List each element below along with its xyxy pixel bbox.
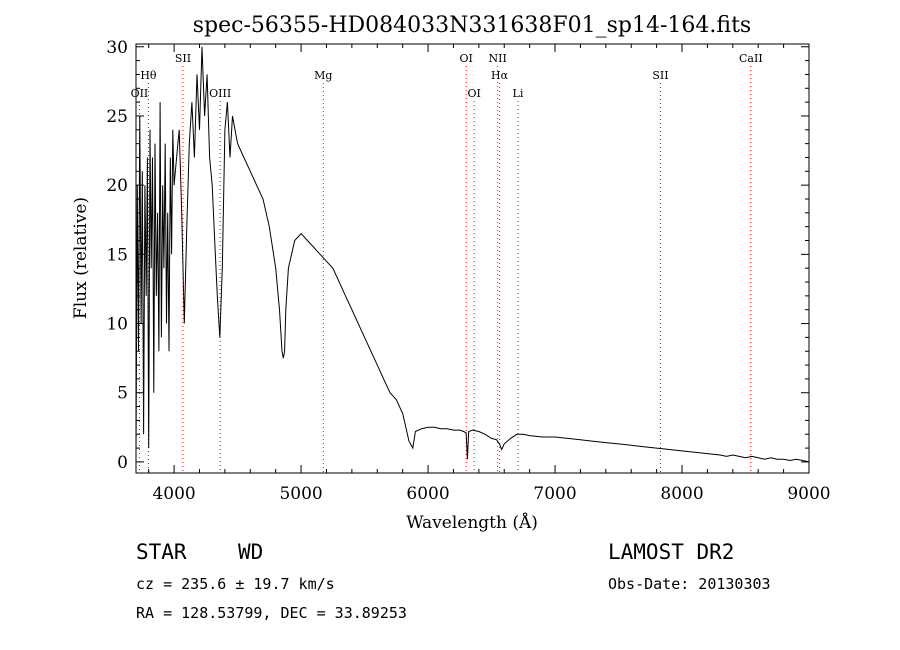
emission-line-markers: OII Hθ SII OIII Mg OI OI NII Hα Li SII CaII [131,52,763,473]
line-marker-label: OI [459,52,472,65]
coordinates: RA = 128.53799, DEC = 33.89253 [136,604,407,622]
line-marker-label: Mg [314,69,332,82]
line-marker-label: OII [131,87,149,100]
y-axis-ticks: 0 5 10 15 20 25 30 [106,38,809,473]
x-axis-ticks: 4000 5000 6000 7000 8000 9000 [148,44,831,504]
y-tick-label: 25 [106,107,128,127]
line-marker-label: SII [175,52,191,65]
line-marker-label: Hθ [140,69,157,82]
x-tick-label: 7000 [533,484,576,504]
spectrum-series [135,46,810,463]
line-marker-label: CaII [739,52,763,65]
redshift-velocity: cz = 235.6 ± 19.7 km/s [136,575,335,593]
line-marker-label: OI [467,87,480,100]
observation-date: Obs-Date: 20130303 [608,575,771,593]
y-tick-label: 0 [117,453,128,473]
y-axis-label: Flux (relative) [71,197,91,319]
x-tick-label: 4000 [152,484,195,504]
spectrum-line [135,46,810,463]
y-tick-label: 10 [106,315,128,335]
line-marker-label: Li [513,87,524,100]
line-marker-label: OIII [209,87,231,100]
x-tick-label: 9000 [787,484,830,504]
y-tick-label: 5 [117,384,128,404]
line-marker-label: Hα [491,69,509,82]
x-axis-label: Wavelength (Å) [406,512,538,533]
x-tick-label: 5000 [279,484,322,504]
line-marker-label: SII [652,69,668,82]
x-tick-label: 8000 [660,484,703,504]
object-subclass: WD [238,540,264,564]
plot-frame [135,43,810,474]
y-tick-label: 30 [106,38,128,58]
object-class: STAR [136,540,187,564]
y-tick-label: 20 [106,176,128,196]
line-marker-label: NII [488,52,506,65]
chart-title: spec-56355-HD084033N331638F01_sp14-164.f… [193,13,751,38]
survey-name: LAMOST DR2 [608,540,735,564]
x-tick-label: 6000 [406,484,449,504]
y-tick-label: 15 [106,245,128,265]
